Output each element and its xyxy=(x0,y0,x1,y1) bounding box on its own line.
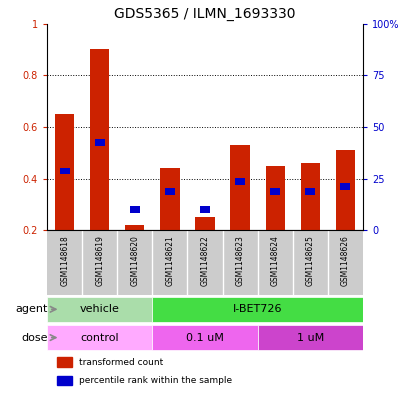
Text: agent: agent xyxy=(16,304,48,314)
Text: transformed count: transformed count xyxy=(79,358,162,367)
Text: GSM1148626: GSM1148626 xyxy=(340,235,349,286)
Bar xyxy=(235,178,244,184)
Text: I-BET726: I-BET726 xyxy=(232,304,282,314)
Bar xyxy=(60,167,70,174)
Text: dose: dose xyxy=(21,332,48,343)
Bar xyxy=(270,188,279,195)
Bar xyxy=(47,325,152,350)
Bar xyxy=(200,206,209,213)
Text: GSM1148620: GSM1148620 xyxy=(130,235,139,286)
Text: GSM1148619: GSM1148619 xyxy=(95,235,104,286)
Text: GSM1148624: GSM1148624 xyxy=(270,235,279,286)
Bar xyxy=(47,297,152,322)
Text: 1 uM: 1 uM xyxy=(296,332,323,343)
Bar xyxy=(339,183,349,190)
Text: GSM1148622: GSM1148622 xyxy=(200,235,209,286)
Bar xyxy=(160,168,179,230)
Bar xyxy=(305,188,314,195)
Title: GDS5365 / ILMN_1693330: GDS5365 / ILMN_1693330 xyxy=(114,7,295,21)
Bar xyxy=(265,166,284,230)
Bar xyxy=(130,206,139,213)
Text: 0.1 uM: 0.1 uM xyxy=(186,332,223,343)
Bar xyxy=(300,163,319,230)
Bar xyxy=(125,225,144,230)
Bar xyxy=(152,325,257,350)
Bar xyxy=(165,188,174,195)
Text: GSM1148618: GSM1148618 xyxy=(60,235,69,286)
Text: GSM1148623: GSM1148623 xyxy=(235,235,244,286)
Text: GSM1148621: GSM1148621 xyxy=(165,235,174,286)
Bar xyxy=(230,145,249,230)
Text: GSM1148625: GSM1148625 xyxy=(305,235,314,286)
Bar xyxy=(335,150,354,230)
Text: control: control xyxy=(80,332,119,343)
Bar xyxy=(95,139,104,146)
Bar xyxy=(257,325,362,350)
Text: vehicle: vehicle xyxy=(80,304,119,314)
Bar xyxy=(56,376,72,385)
Text: percentile rank within the sample: percentile rank within the sample xyxy=(79,376,231,385)
Bar xyxy=(152,297,362,322)
Bar xyxy=(90,50,109,230)
Bar xyxy=(56,357,72,367)
Bar xyxy=(195,217,214,230)
Bar xyxy=(55,114,74,230)
